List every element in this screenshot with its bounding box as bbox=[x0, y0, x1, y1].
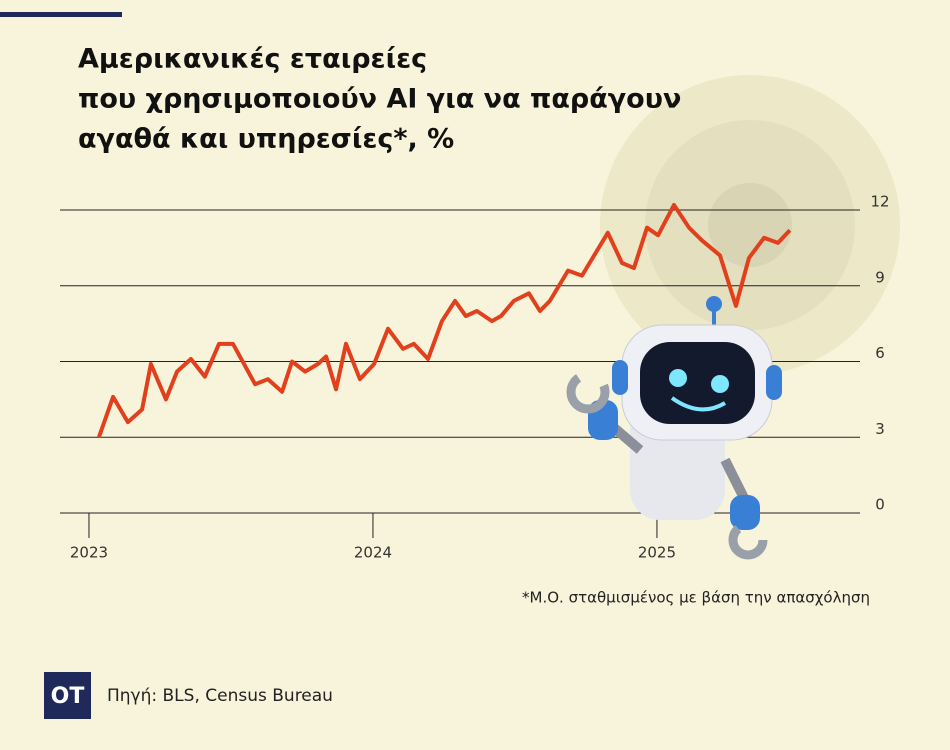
y-tick-label: 9 bbox=[875, 268, 885, 286]
y-tick-label: 3 bbox=[875, 420, 885, 438]
x-tick-label: 2023 bbox=[70, 544, 108, 562]
y-tick-label: 12 bbox=[870, 193, 889, 211]
x-tick-label: 2024 bbox=[354, 544, 392, 562]
logo: OT bbox=[51, 684, 85, 709]
robot bbox=[566, 296, 782, 560]
x-tick-label: 2025 bbox=[638, 544, 676, 562]
top-bar bbox=[0, 12, 122, 17]
logo-box bbox=[44, 672, 91, 719]
data-line bbox=[97, 202, 792, 438]
y-tick-label: 6 bbox=[875, 344, 885, 362]
title-line: αγαθά και υπηρεσίες*, % bbox=[78, 124, 454, 155]
title-line: που χρησιμοποιούν AI για να παράγουν bbox=[78, 84, 681, 115]
title-line: Αμερικανικές εταιρείες bbox=[78, 44, 427, 75]
footnote: *Μ.Ο. σταθμισμένος με βάση την απασχόλησ… bbox=[522, 589, 870, 607]
source: Πηγή: BLS, Census Bureau bbox=[107, 686, 333, 706]
y-tick-label: 0 bbox=[875, 496, 885, 514]
decor-circle bbox=[708, 183, 792, 267]
